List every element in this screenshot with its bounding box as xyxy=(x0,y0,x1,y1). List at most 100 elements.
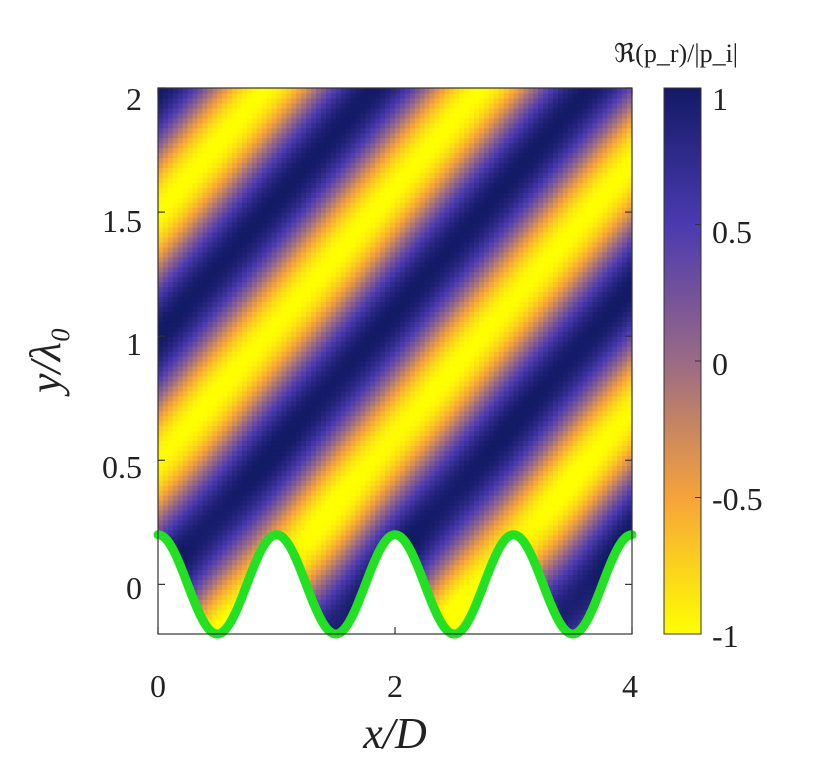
field-cell xyxy=(306,554,312,561)
field-cell xyxy=(409,499,416,506)
field-cell xyxy=(227,430,233,437)
field-cell xyxy=(587,490,594,496)
field-cell xyxy=(503,410,510,417)
field-cell xyxy=(202,564,208,571)
field-cell xyxy=(622,425,628,432)
field-cell xyxy=(439,599,445,605)
field-cell xyxy=(172,410,179,417)
field-cell xyxy=(469,475,475,481)
field-cell xyxy=(572,485,579,491)
field-cell xyxy=(449,460,455,466)
field-cell xyxy=(612,420,618,427)
field-cell xyxy=(360,559,366,566)
field-cell xyxy=(360,544,366,551)
field-cell xyxy=(335,435,342,442)
field-cell xyxy=(557,380,564,387)
field-cell xyxy=(597,549,603,556)
field-cell xyxy=(261,485,268,491)
field-cell xyxy=(464,435,470,442)
field-cell xyxy=(483,450,490,456)
field-cell xyxy=(350,579,357,585)
field-cell xyxy=(567,395,574,402)
field-cell xyxy=(399,420,406,427)
field-cell xyxy=(227,440,233,446)
field-cell xyxy=(320,519,327,526)
field-cell xyxy=(370,380,376,387)
field-cell xyxy=(607,375,613,382)
field-cell xyxy=(330,450,337,456)
field-cell xyxy=(237,400,243,407)
field-cell xyxy=(335,470,342,476)
field-cell xyxy=(513,430,520,437)
field-cell xyxy=(409,534,416,541)
field-cell xyxy=(439,504,445,511)
field-cell xyxy=(577,395,584,402)
field-cell xyxy=(533,499,539,506)
field-cell xyxy=(587,460,594,466)
field-cell xyxy=(572,480,579,486)
field-cell xyxy=(286,475,292,481)
field-cell xyxy=(325,385,332,392)
field-cell xyxy=(158,480,164,486)
field-cell xyxy=(286,524,292,531)
field-cell xyxy=(557,400,564,407)
field-cell xyxy=(355,564,362,571)
field-cell xyxy=(444,569,450,576)
field-cell xyxy=(177,490,184,496)
field-cell xyxy=(424,380,431,387)
field-cell xyxy=(538,519,544,526)
field-cell xyxy=(177,390,184,397)
field-cell xyxy=(197,599,204,605)
field-cell xyxy=(360,480,366,486)
field-cell xyxy=(271,390,278,397)
field-cell xyxy=(617,375,623,382)
field-cell xyxy=(553,539,559,546)
field-cell xyxy=(395,455,401,461)
field-cell xyxy=(627,390,632,397)
field-cell xyxy=(404,524,411,531)
field-cell xyxy=(340,524,347,531)
field-cell xyxy=(543,475,549,481)
field-cell xyxy=(316,395,322,402)
field-cell xyxy=(444,375,450,382)
field-cell xyxy=(380,450,386,456)
field-cell xyxy=(395,470,401,476)
field-cell xyxy=(582,579,589,585)
field-cell xyxy=(429,450,436,456)
field-cell xyxy=(474,430,480,437)
field-cell xyxy=(207,465,213,471)
field-cell xyxy=(345,475,352,481)
field-cell xyxy=(390,509,396,516)
field-cell xyxy=(246,509,253,516)
field-cell xyxy=(612,445,618,451)
field-cell xyxy=(493,460,500,466)
field-cell xyxy=(330,574,337,580)
field-cell xyxy=(483,539,490,546)
field-cell xyxy=(345,504,352,511)
field-cell xyxy=(390,524,396,531)
field-cell xyxy=(222,470,228,476)
field-cell xyxy=(335,514,342,521)
field-cell xyxy=(557,514,564,521)
field-cell xyxy=(340,475,347,481)
field-cell xyxy=(498,410,505,417)
field-cell xyxy=(266,504,273,511)
field-cell xyxy=(241,395,248,402)
field-cell xyxy=(380,490,386,496)
field-cell xyxy=(301,425,307,432)
field-cell xyxy=(311,559,317,566)
field-cell xyxy=(488,544,495,551)
field-cell xyxy=(592,584,599,590)
field-cell xyxy=(385,385,391,392)
field-cell xyxy=(330,435,337,442)
field-cell xyxy=(553,589,559,595)
field-cell xyxy=(222,440,228,446)
field-cell xyxy=(533,460,539,466)
field-cell xyxy=(572,554,579,561)
field-cell xyxy=(291,435,297,442)
field-cell xyxy=(577,574,584,580)
field-cell xyxy=(478,499,485,506)
field-cell xyxy=(503,405,510,412)
field-cell xyxy=(222,430,228,437)
field-cell xyxy=(488,504,495,511)
